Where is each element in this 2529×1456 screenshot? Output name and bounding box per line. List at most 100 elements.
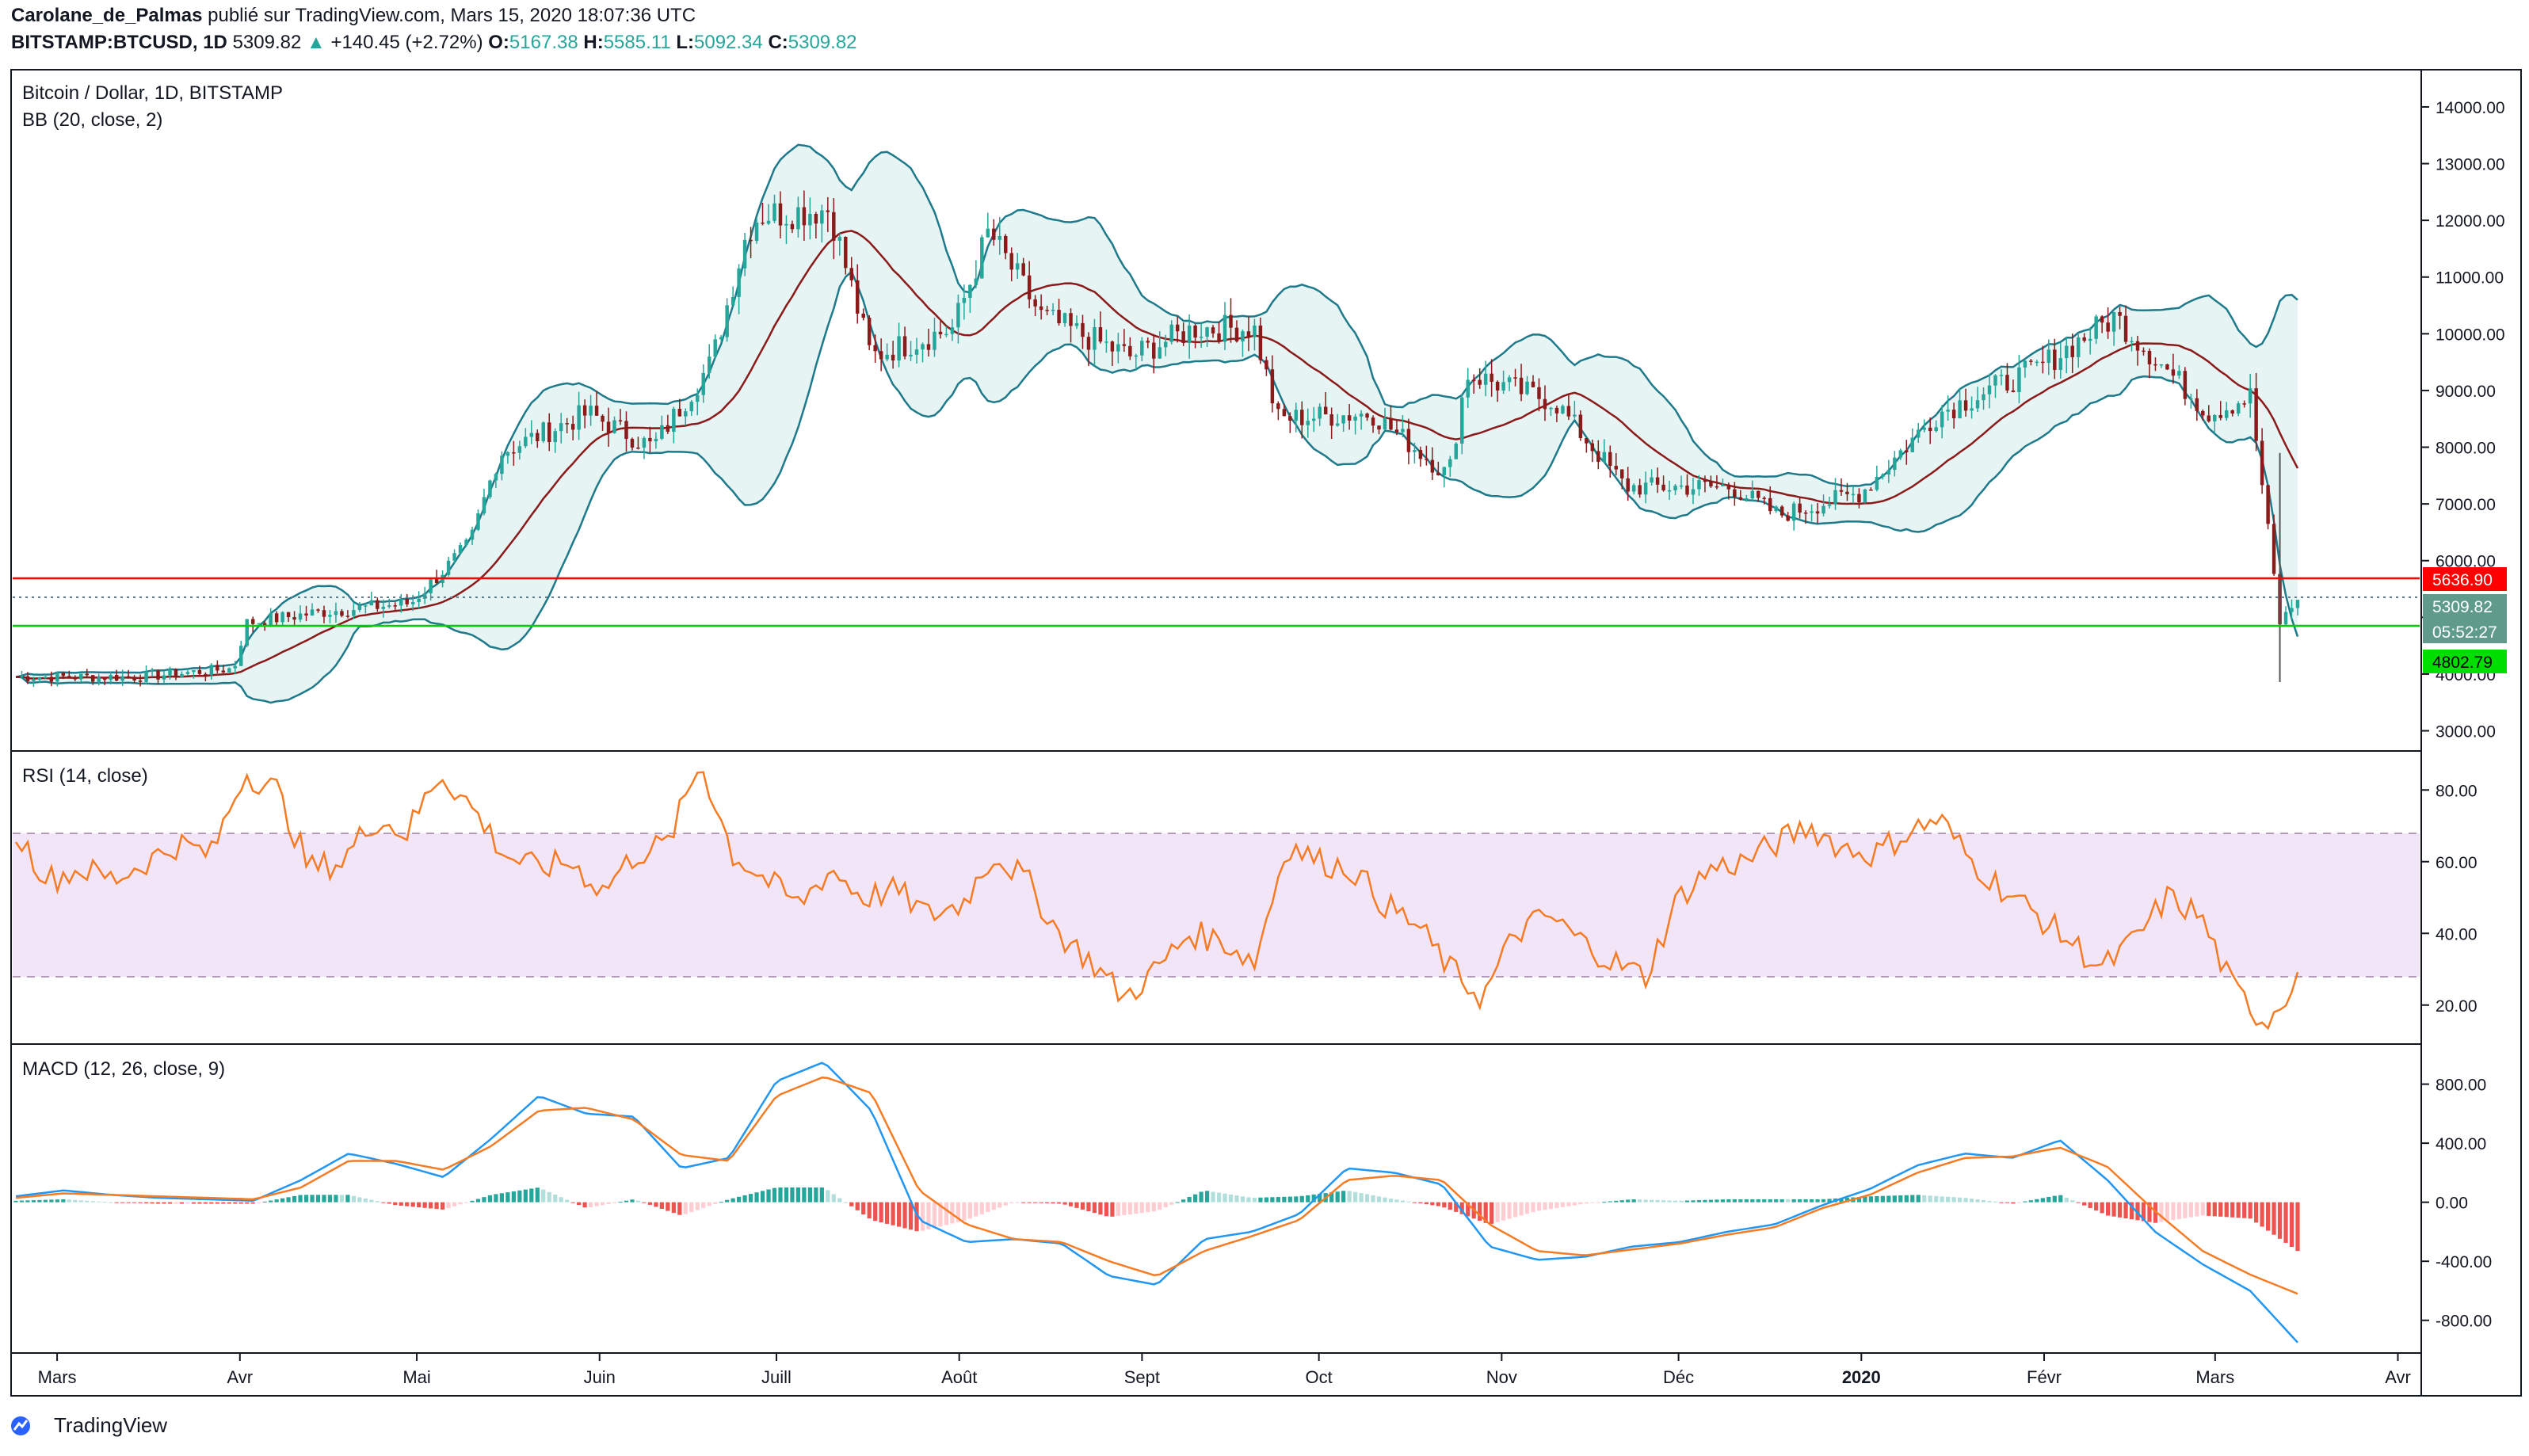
macd-hist-bar <box>2040 1198 2045 1203</box>
candle-body <box>1963 400 1968 411</box>
macd-hist-bar <box>1578 1202 1583 1205</box>
close-label: C: <box>768 32 788 53</box>
candle-body <box>1223 314 1227 342</box>
macd-hist-bar <box>345 1195 350 1203</box>
price-tick-label: 11000.00 <box>2436 269 2504 288</box>
macd-hist-bar <box>1969 1199 1974 1203</box>
macd-hist-bar <box>1240 1196 1245 1203</box>
candle-body <box>204 673 208 676</box>
macd-hist-bar <box>315 1195 321 1203</box>
macd-hist-bar <box>553 1195 558 1203</box>
candle-body <box>1104 341 1108 343</box>
candle-body <box>1655 477 1660 485</box>
macd-hist-bar <box>339 1195 345 1203</box>
tradingview-footer[interactable]: TradingView <box>10 1413 167 1438</box>
high-label: H: <box>583 32 604 53</box>
candle-body <box>2023 360 2027 368</box>
candle-body <box>1987 385 1992 394</box>
price-tick-label: 8000.00 <box>2436 440 2496 458</box>
candle-body <box>1359 414 1364 417</box>
macd-hist-bar <box>191 1202 196 1204</box>
candle-body <box>1910 437 1915 452</box>
macd-tick-label: 800.00 <box>2436 1077 2486 1095</box>
candle-body <box>1815 511 1820 514</box>
candle-body <box>393 605 397 607</box>
price-scale[interactable] <box>2420 69 2522 1397</box>
candle-body <box>2135 341 2140 351</box>
macd-hist-bar <box>499 1193 505 1203</box>
candle-body <box>938 331 943 334</box>
macd-hist-bar <box>1584 1202 1589 1204</box>
candle-body <box>1169 324 1173 342</box>
candle-body <box>577 405 581 430</box>
macd-hist-bar <box>2159 1202 2164 1222</box>
macd-hist-bar <box>1080 1202 1085 1210</box>
macd-hist-bar <box>2011 1202 2016 1204</box>
candle-body <box>861 313 865 318</box>
macd-hist-bar <box>215 1202 219 1204</box>
price-tick-label: 12000.00 <box>2436 212 2505 231</box>
candle-body <box>1413 450 1417 452</box>
macd-hist-bar <box>2176 1202 2182 1220</box>
rsi-tick-label: 80.00 <box>2436 782 2478 800</box>
candle-body <box>488 480 492 497</box>
macd-hist-bar <box>269 1200 273 1203</box>
candle-body <box>1596 451 1600 462</box>
open-value: 5167.38 <box>509 32 578 53</box>
macd-hist-bar <box>505 1192 510 1203</box>
resistance-label: 5636.90 <box>2432 571 2493 589</box>
macd-hist-bar <box>2141 1202 2146 1222</box>
macd-hist-bar <box>1376 1196 1382 1203</box>
macd-hist-bar <box>1886 1195 1891 1203</box>
macd-label[interactable]: MACD (12, 26, close, 9) <box>22 1058 226 1080</box>
macd-hist-bar <box>1490 1202 1494 1224</box>
macd-hist-bar <box>1436 1202 1440 1206</box>
macd-hist-bar <box>2106 1202 2111 1216</box>
macd-hist-bar <box>1483 1202 1488 1223</box>
candle-body <box>1448 459 1452 467</box>
candle-body <box>1833 490 1837 505</box>
candle-body <box>505 452 510 456</box>
candle-body <box>1300 410 1304 425</box>
bb-label[interactable]: BB (20, close, 2) <box>22 109 163 131</box>
candle-body <box>209 665 214 675</box>
symbol[interactable]: BITSTAMP:BTCUSD, 1D <box>11 32 227 53</box>
author-name[interactable]: Carolane_de_Palmas <box>11 5 203 26</box>
candle-body <box>1258 325 1263 360</box>
candle-body <box>1394 429 1399 433</box>
macd-hist-bar <box>523 1189 528 1203</box>
candle-body <box>304 613 308 616</box>
candle-body <box>1495 381 1500 391</box>
macd-pane[interactable] <box>10 1043 2422 1354</box>
macd-hist-bar <box>67 1199 71 1203</box>
macd-hist-bar <box>1110 1202 1115 1217</box>
candle-body <box>1045 310 1049 311</box>
macd-hist-bar <box>399 1202 403 1206</box>
candle-body <box>648 437 652 442</box>
macd-hist-bar <box>2289 1202 2294 1248</box>
candle-body <box>1875 476 1879 490</box>
macd-hist-bar <box>429 1202 433 1209</box>
macd-hist-bar <box>238 1202 243 1204</box>
rsi-label[interactable]: RSI (14, close) <box>22 765 148 787</box>
macd-hist-bar <box>1572 1202 1577 1206</box>
candle-body <box>1549 407 1553 410</box>
macd-hist-bar <box>1287 1196 1292 1203</box>
macd-hist-bar <box>369 1199 374 1203</box>
candle-body <box>1116 344 1120 352</box>
candle-body <box>559 423 563 432</box>
macd-hist-bar <box>1501 1202 1506 1221</box>
candle-body <box>1726 484 1731 490</box>
candle-body <box>470 529 475 540</box>
price-title: Bitcoin / Dollar, 1D, BITSTAMP <box>22 82 283 104</box>
candle-body <box>49 677 54 682</box>
macd-hist-bar <box>1655 1199 1660 1203</box>
candle-body <box>784 223 788 226</box>
macd-hist-bar <box>944 1202 949 1225</box>
macd-hist-bar <box>695 1202 700 1210</box>
macd-hist-bar <box>2023 1201 2027 1203</box>
candle-body <box>1857 494 1861 503</box>
macd-hist-bar <box>547 1191 551 1203</box>
candle-body <box>1377 425 1381 430</box>
